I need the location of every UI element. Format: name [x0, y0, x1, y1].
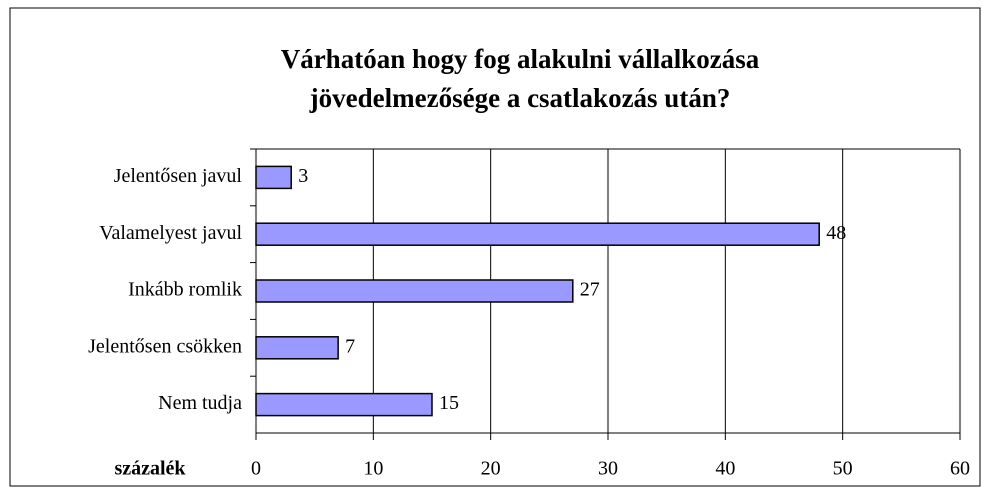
- chart-title: Várhatóan hogy fog alakulni vállalkozása: [281, 44, 760, 74]
- x-tick-label: 20: [481, 458, 501, 480]
- x-tick-label: 10: [363, 458, 383, 480]
- x-tick-label: 50: [833, 458, 853, 480]
- data-label: 3: [298, 165, 308, 187]
- data-label: 48: [826, 222, 846, 244]
- x-axis-label: százalék: [114, 458, 186, 480]
- data-label: 15: [439, 392, 459, 414]
- bar: [255, 336, 339, 360]
- bar: [255, 165, 292, 190]
- chart-title: jövedelmezősége a csatlakozás után?: [309, 83, 731, 113]
- y-tick-label: Valamelyest javul: [99, 222, 242, 244]
- y-tick-label: Inkább romlik: [128, 279, 242, 301]
- x-tick-label: 60: [950, 458, 970, 480]
- y-tick-label: Jelentősen csökken: [88, 335, 242, 357]
- bar: [255, 279, 574, 303]
- x-tick-label: 40: [715, 458, 735, 480]
- chart-frame: [9, 7, 981, 487]
- y-tick-label: Nem tudja: [158, 392, 242, 414]
- data-label: 7: [345, 335, 355, 357]
- x-tick-label: 30: [598, 458, 618, 480]
- x-tick-label: 0: [251, 458, 261, 480]
- data-label: 27: [580, 279, 600, 301]
- bar: [255, 392, 433, 417]
- bar: [255, 222, 820, 246]
- y-tick-label: Jelentősen javul: [114, 165, 243, 187]
